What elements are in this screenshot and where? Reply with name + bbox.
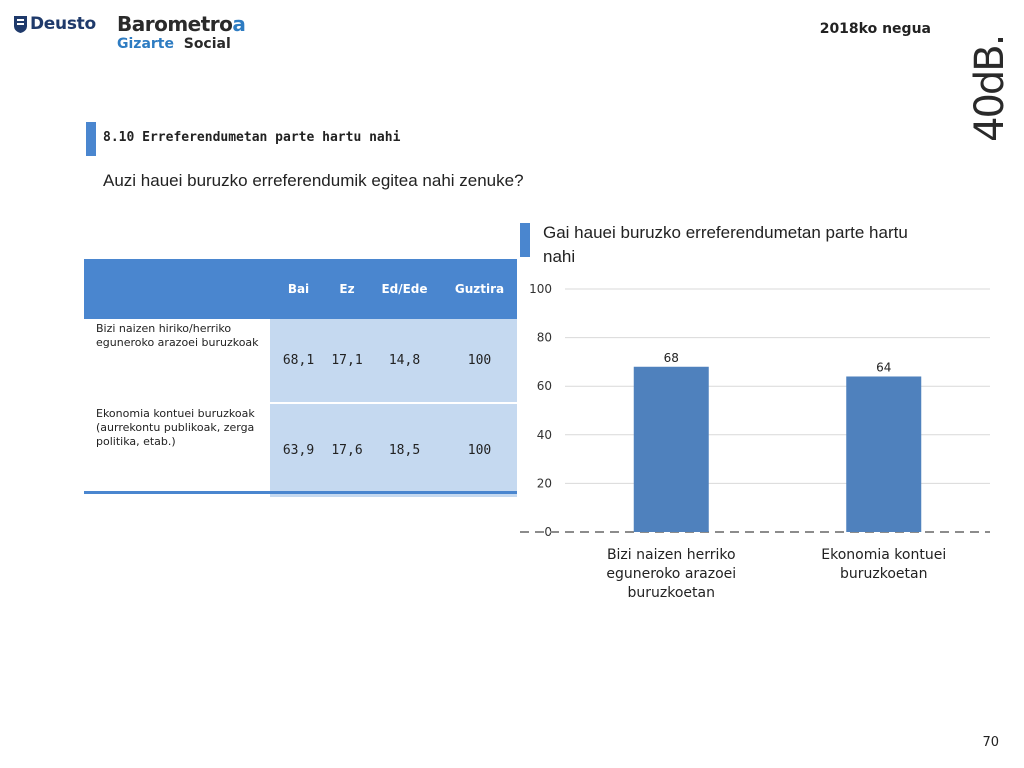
row-label: Bizi naizen hiriko/herriko eguneroko ara… bbox=[84, 319, 270, 404]
table-header-cell: Ed/Ede bbox=[367, 259, 442, 319]
bar-chart: 0 20 40 60 80 100 68 Bizi naizen herriko egunero… bbox=[520, 282, 990, 601]
chart-title: Gai hauei buruzko erreferendumetan parte… bbox=[543, 223, 908, 266]
40db-logo-text: 40dB. bbox=[968, 38, 1012, 142]
y-tick-label: 20 bbox=[537, 476, 552, 490]
x-category-label: buruzkoetan bbox=[840, 566, 927, 582]
section-title: 8.10 Erreferendumetan parte hartu nahi bbox=[103, 130, 401, 145]
table-header-empty bbox=[84, 259, 270, 319]
data-label: 68 bbox=[664, 351, 679, 365]
gizarte-word: Gizarte bbox=[117, 36, 174, 52]
table-cell: 18,5 bbox=[367, 403, 442, 497]
gizarte-social-logo-text: Gizarte Social bbox=[117, 36, 245, 53]
x-category-label: Bizi naizen herriko bbox=[607, 547, 736, 563]
question-text: Auzi hauei buruzko erreferendumik egitea… bbox=[103, 171, 524, 190]
barometroa-logo: Barometroa Gizarte Social bbox=[117, 12, 246, 53]
barometroa-prefix: Barometro bbox=[117, 12, 233, 36]
deusto-logo: Deusto bbox=[14, 14, 96, 34]
table-header-cell: Guztira bbox=[442, 259, 517, 319]
40db-logo: 40dB. bbox=[968, 38, 1012, 142]
section-accent-bar bbox=[86, 122, 96, 156]
y-tick-label: 100 bbox=[529, 282, 552, 296]
season-label: 2018ko negua bbox=[819, 21, 931, 37]
table-cell: 17,1 bbox=[327, 319, 367, 404]
table-row: Bizi naizen hiriko/herriko eguneroko ara… bbox=[84, 319, 517, 404]
barometroa-suffix: a bbox=[232, 12, 246, 36]
y-tick-label: 0 bbox=[544, 525, 552, 539]
table-header-cell: Ez bbox=[327, 259, 367, 319]
data-label: 64 bbox=[876, 360, 891, 374]
table-bottom-rule bbox=[84, 491, 517, 494]
y-tick-label: 60 bbox=[537, 379, 552, 393]
table-cell: 17,6 bbox=[327, 403, 367, 497]
bar bbox=[633, 366, 709, 532]
social-word: Social bbox=[183, 36, 231, 52]
table-cell: 14,8 bbox=[367, 319, 442, 404]
x-category-label: eguneroko arazoei bbox=[606, 566, 736, 582]
page-number: 70 bbox=[982, 735, 999, 750]
chart-accent-bar bbox=[520, 223, 530, 257]
y-tick-label: 80 bbox=[537, 331, 552, 345]
x-category-label: Ekonomia kontuei bbox=[821, 547, 946, 563]
deusto-logo-text: Deusto bbox=[30, 14, 96, 34]
table-cell: 100 bbox=[442, 403, 517, 497]
table-row: Ekonomia kontuei buruzkoak (aurrekontu p… bbox=[84, 403, 517, 497]
table-header-cell: Bai bbox=[270, 259, 327, 319]
table-cell: 68,1 bbox=[270, 319, 327, 404]
bar bbox=[846, 376, 922, 532]
y-tick-label: 40 bbox=[537, 428, 552, 442]
shield-icon bbox=[14, 15, 27, 33]
row-label: Ekonomia kontuei buruzkoak (aurrekontu p… bbox=[96, 407, 255, 448]
table-cell: 63,9 bbox=[270, 403, 327, 497]
table-header-row: Bai Ez Ed/Ede Guztira bbox=[84, 259, 517, 319]
barometroa-logo-text: Barometroa bbox=[117, 12, 246, 36]
table-cell: 100 bbox=[442, 319, 517, 404]
x-category-label: buruzkoetan bbox=[628, 585, 715, 601]
results-table: Bai Ez Ed/Ede Guztira Bizi naizen hiriko… bbox=[84, 259, 517, 497]
